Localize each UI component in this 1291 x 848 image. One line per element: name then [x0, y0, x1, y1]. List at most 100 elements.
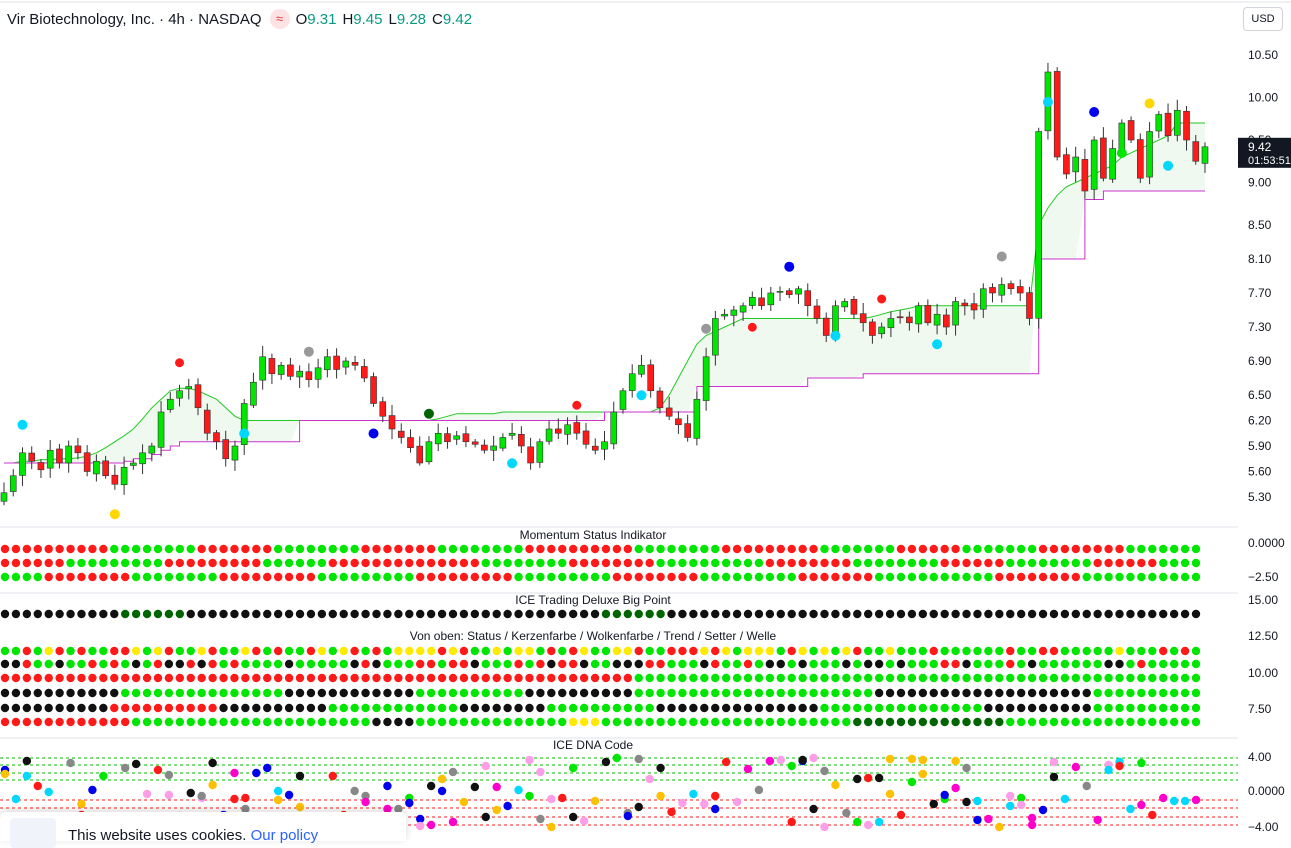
- symbol-title[interactable]: Vir Biotechnology, Inc. · 4h · NASDAQ: [7, 10, 262, 28]
- candle-body: [342, 360, 350, 368]
- candle-body: [425, 441, 433, 463]
- status-dot: [197, 558, 206, 568]
- status-dot: [689, 673, 698, 683]
- status-dot: [929, 659, 938, 669]
- dna-dot: [459, 797, 469, 807]
- status-dot: [11, 646, 21, 656]
- candle: [9, 469, 17, 497]
- dna-dot: [99, 771, 108, 781]
- status-dot: [623, 703, 633, 713]
- candle: [93, 454, 100, 482]
- status-dot: [263, 558, 272, 568]
- candle: [360, 358, 368, 383]
- candle: [102, 455, 109, 479]
- candle: [240, 398, 248, 455]
- status-dot: [809, 688, 818, 698]
- status-dot: [284, 717, 294, 727]
- dna-dot: [962, 797, 971, 807]
- status-dot: [110, 558, 119, 568]
- dna-dot: [711, 791, 720, 801]
- status-dot: [1006, 646, 1015, 656]
- status-dot: [350, 703, 359, 713]
- status-dot: [1049, 646, 1059, 656]
- candle-body: [268, 358, 276, 375]
- candle-body: [1155, 114, 1163, 132]
- status-dot: [907, 609, 917, 619]
- status-dot: [110, 659, 119, 669]
- status-dot: [514, 609, 523, 619]
- status-dot: [219, 703, 228, 713]
- status-dot: [273, 703, 283, 713]
- status-dot: [372, 688, 381, 698]
- status-dot: [437, 659, 447, 669]
- status-dot: [44, 646, 53, 656]
- status-dot: [0, 609, 10, 619]
- status-dot: [110, 673, 119, 683]
- candle-body: [305, 371, 313, 380]
- status-dot: [809, 609, 818, 619]
- status-dot: [809, 572, 818, 582]
- status-dot: [197, 703, 206, 713]
- status-dot: [1137, 558, 1146, 568]
- status-dot: [743, 717, 753, 727]
- status-dot: [120, 717, 130, 727]
- status-dot: [1191, 688, 1201, 698]
- status-dot: [1060, 558, 1070, 568]
- status-dot: [1049, 717, 1059, 727]
- status-dot: [547, 717, 556, 727]
- status-dot: [459, 703, 469, 713]
- status-dot: [1159, 659, 1168, 669]
- candle-body: [647, 364, 654, 392]
- status-dot: [492, 646, 501, 656]
- dna-dot: [711, 804, 720, 814]
- status-dot: [874, 558, 884, 568]
- status-dot: [940, 717, 949, 727]
- status-dot: [208, 558, 217, 568]
- approx-equal-icon[interactable]: ≈: [269, 9, 290, 29]
- candle-body: [1100, 137, 1107, 179]
- status-dot: [547, 688, 556, 698]
- candle: [591, 438, 599, 455]
- status-dot: [77, 609, 86, 619]
- status-dot: [273, 646, 283, 656]
- candle: [638, 355, 645, 378]
- status-dot: [131, 558, 141, 568]
- status-dot: [536, 609, 545, 619]
- dna-dot: [601, 757, 611, 767]
- dna-dot: [820, 822, 829, 832]
- status-dot: [678, 673, 687, 683]
- status-dot: [383, 688, 392, 698]
- status-dot: [601, 572, 611, 582]
- status-dot: [820, 673, 829, 683]
- status-dot: [437, 544, 447, 554]
- status-dot: [995, 659, 1004, 669]
- status-dot: [1104, 703, 1113, 713]
- status-dot: [787, 717, 796, 727]
- status-dot: [765, 558, 775, 568]
- candle-body: [628, 373, 636, 391]
- status-dot: [1104, 717, 1113, 727]
- status-dot: [667, 609, 676, 619]
- dna-dot: [426, 820, 436, 830]
- status-dot: [1180, 717, 1190, 727]
- status-dot: [831, 572, 840, 582]
- status-dot: [1191, 609, 1201, 619]
- status-dot: [995, 717, 1004, 727]
- candle: [250, 372, 257, 409]
- status-dot: [110, 717, 119, 727]
- status-dot: [765, 673, 775, 683]
- status-dot: [645, 717, 654, 727]
- status-dot: [1148, 544, 1157, 554]
- status-dot: [1093, 703, 1102, 713]
- candle-body: [388, 415, 396, 430]
- status-dot: [995, 673, 1004, 683]
- currency-button[interactable]: USD: [1243, 7, 1283, 31]
- cookie-policy-link[interactable]: Our policy: [250, 827, 319, 844]
- candle-body: [379, 401, 387, 417]
- signal-dot: [174, 357, 186, 369]
- status-dot: [711, 688, 720, 698]
- candle: [1081, 148, 1089, 199]
- status-dot: [612, 659, 622, 669]
- dna-dot: [153, 765, 163, 775]
- status-dot: [601, 703, 611, 713]
